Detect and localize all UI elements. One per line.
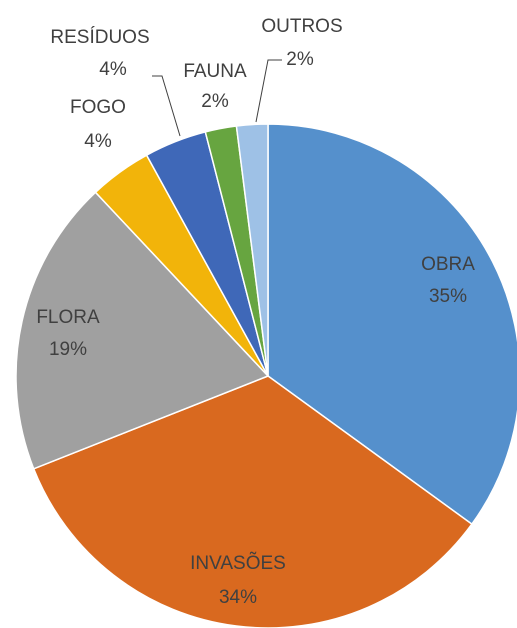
labels: OBRA 35% INVASÕES 34% FLORA 19% FOGO 4% RESÍDUOS… (36, 16, 475, 608)
pie (15, 123, 517, 628)
pie-slice (235, 123, 269, 377)
pie-slice (32, 375, 473, 628)
category-label: INVASÕES (190, 552, 286, 574)
category-label: OBRA (421, 254, 475, 275)
value-label: 4% (84, 131, 112, 152)
pie-slice (267, 123, 517, 526)
category-label: FOGO (70, 97, 126, 118)
category-label: FLORA (36, 307, 100, 328)
value-label: 4% (99, 59, 127, 80)
value-label: 34% (219, 587, 257, 608)
pie-slice (15, 191, 270, 470)
value-label: 2% (201, 91, 229, 112)
leader-line (152, 75, 181, 137)
category-label: FAUNA (183, 61, 247, 82)
category-label: RESÍDUOS (50, 27, 149, 48)
value-label: 2% (286, 49, 314, 70)
category-label: OUTROS (261, 16, 342, 37)
value-label: 19% (49, 339, 87, 360)
leader-line (255, 59, 282, 123)
value-label: 35% (429, 286, 467, 307)
